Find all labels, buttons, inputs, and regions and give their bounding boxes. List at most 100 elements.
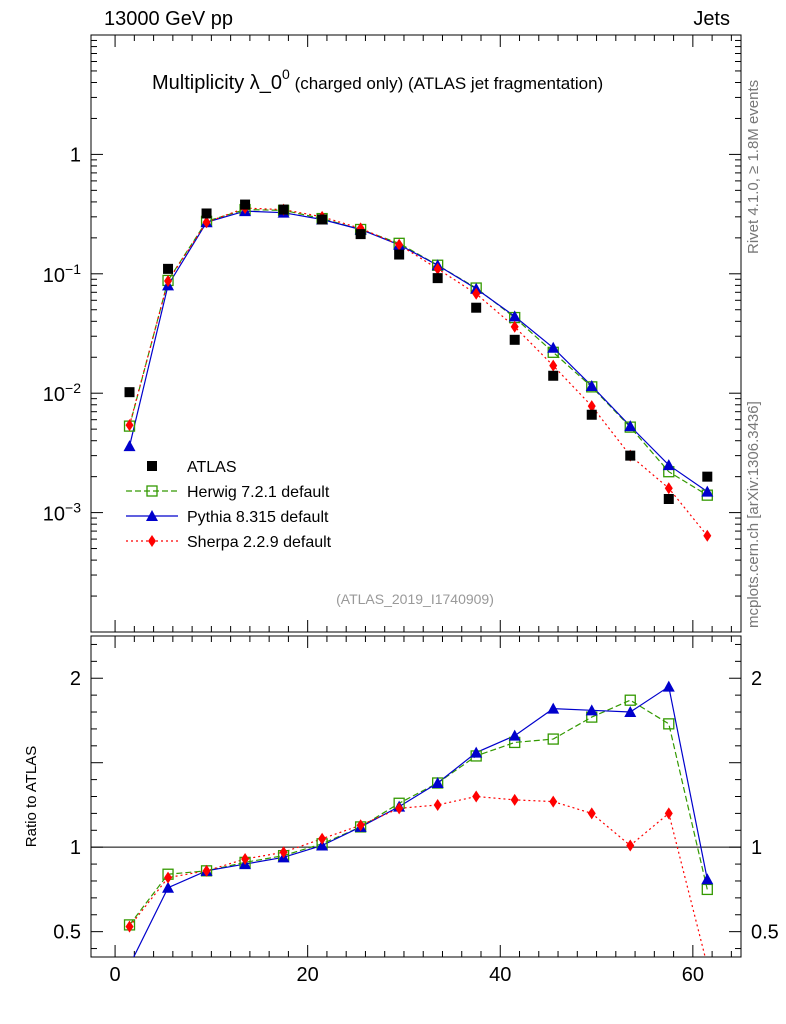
main-y-tick-label: 10−1 [43,261,81,287]
pythia-ratio-point [701,873,714,885]
pythia-main-point [123,440,136,452]
x-tick-label: 0 [110,964,121,986]
pythia-ratio-point [508,729,521,741]
legend-entry-label: ATLAS [187,459,237,476]
sherpa-ratio-point [433,798,442,811]
pythia-main-point [547,341,560,353]
sherpa-main-point [472,287,481,300]
pythia-ratio-line [133,685,708,957]
atlas-data-point [124,387,135,398]
herwig-ratio-point [701,883,713,896]
ratio-y-tick-label-left: 2 [70,668,81,690]
ratio-y-tick-label-left: 1 [70,837,81,859]
x-tick-label: 60 [682,964,704,986]
mcplots-label: mcplots.cern.ch [arXiv:1306.3436] [745,401,762,628]
analysis-tag: (ATLAS_2019_I1740909) [336,591,494,607]
pythia-ratio-point [162,881,175,893]
sherpa-ratio-point [318,832,327,845]
pythia-main-line [128,210,708,493]
ratio-series-group [123,680,714,971]
atlas-data-point [471,302,482,313]
chart-title: Multiplicity λ_00 (charged only) (ATLAS … [152,66,603,94]
sherpa-ratio-line [129,795,706,957]
legend-entry-label: Herwig 7.2.1 default [187,484,330,501]
x-tick-label: 40 [489,964,511,986]
sherpa-main-point [510,320,519,333]
pythia-main-point [662,459,675,471]
atlas-data-point [317,214,328,225]
sherpa-main-point [395,238,404,251]
herwig-ratio-point [663,718,675,730]
sherpa-ratio-point [356,819,365,832]
sherpa-main-point [549,359,558,372]
legend-marker [146,485,158,497]
pythia-ratio-point [470,746,483,758]
sherpa-ratio-point [587,807,596,820]
ratio-y-tick-label-left: 0.5 [53,922,81,944]
sherpa-ratio-point [510,793,519,806]
atlas-data-point [702,471,713,482]
atlas-data-point [663,493,674,504]
sherpa-ratio-point [279,846,288,859]
pythia-ratio-point [547,702,560,714]
pythia-main-point [508,310,521,322]
legend-marker [148,535,156,547]
pythia-ratio-point [662,680,675,692]
pythia-main-point [701,485,714,497]
atlas-data-point [278,204,289,215]
energy-label: 13000 GeV pp [104,8,233,30]
ratio-y-axis-label: Ratio to ATLAS [23,746,40,847]
legend-marker [146,510,158,521]
sherpa-main-point [587,400,596,413]
sherpa-ratio-point [125,920,134,933]
pythia-ratio-point [585,704,598,716]
atlas-data-point [394,249,405,260]
atlas-data-point [509,334,520,345]
atlas-data-point [240,199,251,210]
sherpa-ratio-point [395,802,404,815]
atlas-data-point [548,370,559,381]
herwig-ratio-line [129,699,708,926]
pythia-ratio-point [431,776,444,788]
herwig-ratio-point [547,733,559,745]
pythia-ratio-point [316,839,329,851]
sherpa-main-point [202,216,211,229]
legend-entry-label: Sherpa 2.2.9 default [187,534,332,551]
sherpa-ratio-point [472,790,481,803]
ratio-y-tick-label-right: 0.5 [751,922,779,944]
atlas-data-point [625,450,636,461]
sherpa-ratio-point [164,871,173,884]
sherpa-main-point [164,275,173,288]
atlas-data-point [201,208,212,219]
ratio-y-tick-label-right: 2 [751,668,762,690]
sherpa-ratio-point [703,959,711,971]
pythia-ratio-point [624,706,637,718]
pythia-main-point [585,379,598,391]
sherpa-ratio-point [202,864,211,877]
atlas-data-point [586,409,597,420]
sherpa-main-point [433,262,442,275]
pythia-ratio-point [124,959,136,970]
legend-marker [147,461,157,471]
rivet-version-label: Rivet 4.1.0, ≥ 1.8M events [745,79,762,254]
main-y-tick-label: 1 [70,144,81,166]
sherpa-main-point [703,529,712,542]
atlas-data-point [432,273,443,284]
jets-label: Jets [693,8,730,30]
main-plot-frame [90,34,742,633]
herwig-ratio-point [624,694,636,706]
atlas-data-point [355,229,366,240]
x-tick-label: 20 [297,964,319,986]
sherpa-ratio-point [549,795,558,808]
sherpa-ratio-point [626,839,635,852]
atlas-data-point [163,263,174,274]
legend-entry-label: Pythia 8.315 default [187,509,329,526]
pythia-main-point [624,420,637,432]
main-y-tick-label: 10−2 [43,380,81,406]
sherpa-main-point [664,482,673,495]
sherpa-ratio-point [664,807,673,820]
main-series-group [123,199,714,542]
sherpa-main-point [125,419,134,432]
ratio-y-tick-label-right: 1 [751,837,762,859]
